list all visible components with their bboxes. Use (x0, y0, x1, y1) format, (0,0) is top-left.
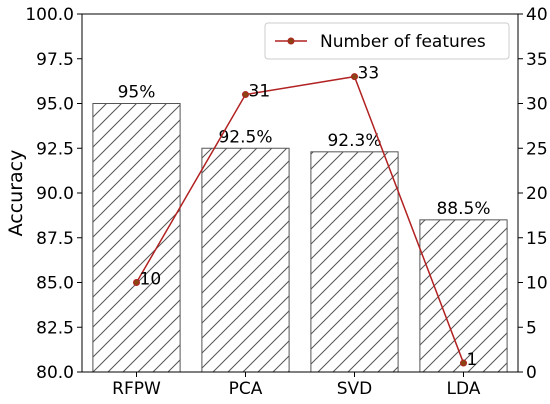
bar-pca (201, 147, 290, 373)
bar-value-label: 92.3% (327, 131, 381, 151)
y2-tick-label: 5 (526, 318, 537, 338)
y2-tick-label: 25 (526, 139, 548, 159)
bar-rfpw (92, 103, 181, 373)
features-line (135, 75, 465, 364)
features-point (351, 73, 358, 81)
plot-area: 95% 92.5% 92.3% 88.5% 10 31 33 1 80.0 82.5 85.0 87.… (5, 5, 548, 399)
features-point (242, 91, 249, 99)
legend-box (264, 22, 510, 60)
bar-svd (310, 151, 399, 373)
y-tick-label: 90.0 (36, 184, 74, 204)
x-tick-label: PCA (229, 379, 263, 399)
y2-tick-label: 20 (526, 184, 548, 204)
features-value-label: 10 (140, 270, 162, 290)
x-tick-label: LDA (447, 379, 481, 399)
y-tick-label: 95.0 (36, 95, 74, 115)
y-tick-label: 97.5 (36, 50, 74, 70)
y-tick-label: 80.0 (36, 363, 74, 383)
features-value-label: 1 (467, 350, 478, 370)
bar-value-label: 95% (118, 83, 156, 103)
y2-tick-label: 0 (526, 363, 537, 383)
legend-marker-swatch (287, 37, 295, 45)
x-tick-label: SVD (337, 379, 373, 399)
y2-tick-label: 40 (526, 5, 548, 25)
x-tick-label: RFPW (112, 379, 161, 399)
bar-value-label: 88.5% (436, 199, 490, 219)
features-value-label: 33 (358, 64, 380, 84)
y2-tick-label: 15 (526, 229, 548, 249)
features-value-label: 31 (249, 82, 271, 102)
y-tick-label: 92.5 (36, 139, 74, 159)
y2-tick-label: 10 (526, 274, 548, 294)
y-tick-label: 100.0 (25, 5, 74, 25)
y-axis-title: Accuracy (5, 150, 27, 237)
bar-value-label: 92.5% (218, 127, 272, 147)
y-tick-label: 82.5 (36, 318, 74, 338)
y-tick-label: 85.0 (36, 274, 74, 294)
bar-lda (419, 219, 508, 373)
features-point (133, 279, 140, 286)
features-point (460, 359, 467, 367)
y2-tick-label: 35 (526, 50, 548, 70)
y2-tick-label: 30 (526, 95, 548, 115)
y-tick-label: 87.5 (36, 229, 74, 249)
legend-label: Number of features (320, 32, 486, 52)
